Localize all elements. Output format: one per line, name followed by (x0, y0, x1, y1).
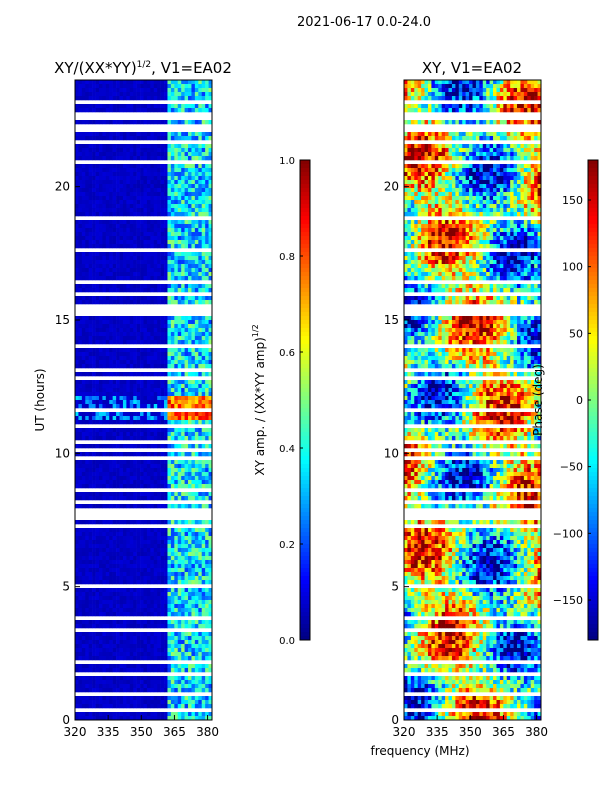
phase-x-tick-label: 365 (492, 725, 515, 739)
phase-x-tick-label: 320 (393, 725, 416, 739)
figure-suptitle: 2021-06-17 0.0-24.0 (297, 15, 431, 30)
phase-x-tick-label: 335 (426, 725, 449, 739)
phase-colorbar: 150 100 50 0 −50 −100 −150 Phase (deg) (531, 159, 599, 641)
phase-colorbar-tick-label: −50 (560, 461, 583, 474)
amplitude-y-tick-label: 20 (55, 180, 70, 194)
phase-x-ticks: 320 335 350 365 380 (393, 715, 548, 739)
phase-plot-frame (403, 79, 542, 721)
amplitude-x-tick-label: 320 (64, 725, 87, 739)
phase-colorbar-tick-label: −150 (553, 594, 583, 607)
amplitude-colorbar-frame (299, 159, 311, 641)
phase-heatmap (404, 80, 542, 721)
amplitude-panel: XY/(XX*YY)1/2, V1=EA02 320 335 350 365 380 0… (33, 59, 232, 739)
phase-colorbar-gradient (588, 160, 598, 641)
amplitude-colorbar-tick-label: 0.4 (279, 444, 295, 455)
phase-y-tick-label: 5 (391, 580, 399, 594)
amplitude-title-main: XY/(XX*YY) (54, 59, 137, 77)
amplitude-y-tick-label: 5 (62, 580, 70, 594)
phase-panel-title: XY, V1=EA02 (422, 59, 522, 77)
amplitude-x-tick-label: 335 (97, 725, 120, 739)
amplitude-title-tail: , V1=EA02 (151, 59, 232, 77)
amplitude-x-ticks: 320 335 350 365 380 (64, 715, 219, 739)
amplitude-y-axis-label: UT (hours) (33, 368, 47, 431)
amplitude-panel-title: XY/(XX*YY)1/2, V1=EA02 (54, 59, 232, 77)
amplitude-x-tick-label: 380 (196, 725, 219, 739)
phase-colorbar-tick-label: 0 (576, 394, 583, 407)
amplitude-plot-frame (74, 79, 213, 721)
amplitude-colorbar-ticks: 0.0 0.2 0.4 0.6 0.8 1.0 (279, 156, 303, 647)
phase-colorbar-tick-label: 150 (562, 194, 583, 207)
amplitude-colorbar-label-main: XY amp. / (XX*YY amp) (253, 337, 267, 475)
amplitude-y-ticks: 0 5 10 15 20 (55, 180, 80, 727)
amplitude-colorbar: 0.0 0.2 0.4 0.6 0.8 1.0 XY amp. / (XX*YY amp)… (251, 156, 311, 647)
shared-x-axis-label: frequency (MHz) (370, 744, 469, 758)
amplitude-colorbar-tick-label: 1.0 (279, 156, 295, 167)
phase-panel: XY, V1=EA02 320 335 350 365 380 0 5 10 15 20 fre… (370, 59, 548, 758)
amplitude-x-tick-label: 365 (163, 725, 186, 739)
amplitude-colorbar-gradient (300, 160, 310, 641)
amplitude-title-exponent: 1/2 (137, 60, 151, 70)
amplitude-y-tick-label: 10 (55, 446, 70, 460)
amplitude-colorbar-tick-label: 0.2 (279, 540, 295, 551)
phase-colorbar-tick-label: 50 (569, 327, 583, 340)
amplitude-x-tick-label: 350 (130, 725, 153, 739)
amplitude-heatmap (75, 80, 213, 721)
amplitude-colorbar-tick-label: 0.6 (279, 348, 295, 359)
phase-y-tick-label: 10 (384, 446, 399, 460)
phase-colorbar-tick-label: −100 (553, 527, 583, 540)
amplitude-colorbar-tick-label: 0.8 (279, 252, 295, 263)
amplitude-colorbar-label-exponent: 1/2 (251, 324, 260, 337)
phase-x-tick-label: 380 (525, 725, 548, 739)
phase-y-tick-label: 0 (391, 713, 399, 727)
amplitude-colorbar-label: XY amp. / (XX*YY amp)1/2 (251, 324, 267, 475)
amplitude-y-tick-label: 15 (55, 313, 70, 327)
phase-y-tick-label: 15 (384, 313, 399, 327)
phase-x-tick-label: 350 (459, 725, 482, 739)
amplitude-y-tick-label: 0 (62, 713, 70, 727)
phase-colorbar-tick-label: 100 (562, 261, 583, 274)
amplitude-colorbar-tick-label: 0.0 (279, 636, 295, 647)
phase-y-tick-label: 20 (384, 180, 399, 194)
phase-y-ticks: 0 5 10 15 20 (384, 180, 409, 727)
phase-colorbar-label: Phase (deg) (531, 364, 545, 436)
phase-colorbar-ticks: 150 100 50 0 −50 −100 −150 (553, 194, 591, 607)
